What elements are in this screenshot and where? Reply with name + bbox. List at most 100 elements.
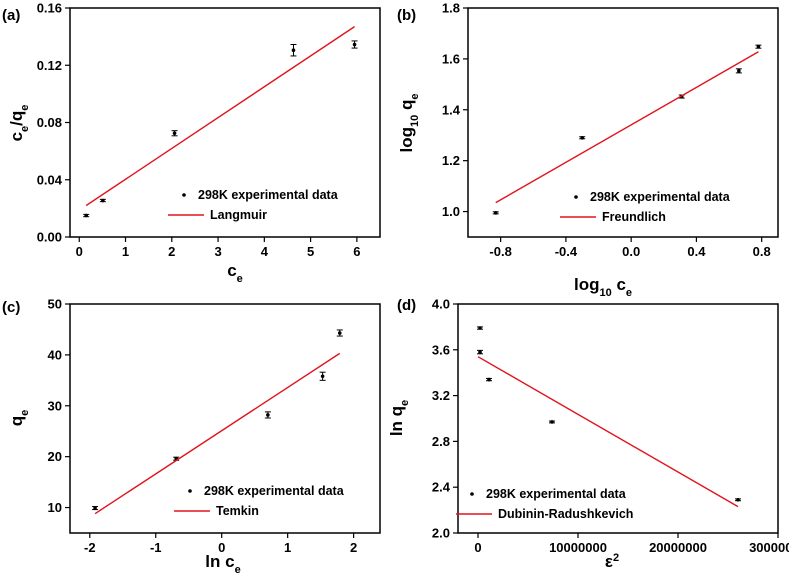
- x-tick-label: -0.8: [489, 244, 511, 259]
- y-tick-label: 4.0: [432, 297, 450, 312]
- x-tick-label: 1: [122, 244, 129, 259]
- data-point: [478, 326, 482, 330]
- panel-label: (a): [2, 7, 20, 24]
- legend-label: 298K experimental data: [204, 484, 345, 498]
- y-axis-label: ln qe: [387, 400, 411, 436]
- y-axis-label-part: log: [397, 127, 416, 153]
- data-point: [493, 211, 498, 215]
- legend-label: Dubinin-Radushkevich: [498, 507, 633, 521]
- y-tick-label: 0.08: [37, 115, 62, 130]
- data-point: [736, 497, 740, 502]
- y-axis-label-part: e: [19, 126, 31, 132]
- panel-label: (d): [397, 297, 416, 314]
- y-tick-label: 40: [48, 347, 62, 362]
- y-tick-label: 0.16: [37, 1, 62, 16]
- legend-label: Temkin: [216, 504, 259, 518]
- legend-label: 298K experimental data: [198, 188, 339, 202]
- x-axis-label-part: ε: [605, 552, 613, 571]
- y-tick-label: 50: [48, 297, 62, 312]
- x-axis-label-part: ln c: [205, 552, 234, 571]
- y-tick-label: 3.2: [432, 388, 450, 403]
- x-axis-label: ce: [227, 261, 243, 285]
- data-point: [266, 413, 270, 417]
- panel-label: (c): [2, 299, 20, 316]
- data-point: [550, 420, 554, 424]
- x-tick-label: 0: [218, 540, 225, 555]
- y-tick-label: 2.4: [432, 480, 451, 495]
- x-axis-label-part: e: [237, 273, 243, 285]
- plot-frame: [467, 7, 779, 238]
- legend-label: 298K experimental data: [590, 190, 731, 204]
- y-tick-label: 1.2: [442, 153, 460, 168]
- x-tick-label: 10000000: [549, 540, 607, 555]
- y-axis-label-part: e: [19, 410, 31, 416]
- x-tick-label: 6: [353, 244, 360, 259]
- data-point: [478, 350, 482, 354]
- fit-line: [94, 352, 341, 515]
- x-tick-label: 0: [474, 540, 481, 555]
- y-tick-label: 2.8: [432, 434, 450, 449]
- legend-marker: [182, 193, 186, 197]
- data-point: [352, 42, 357, 47]
- data-point: [320, 374, 325, 379]
- x-tick-label: 1: [284, 540, 291, 555]
- fit-line: [85, 26, 355, 207]
- y-axis-label: ce/qe: [7, 105, 31, 142]
- y-tick-label: 3.6: [432, 342, 450, 357]
- x-tick-label: 20000000: [649, 540, 707, 555]
- y-tick-label: 1.4: [442, 102, 461, 117]
- legend-marker: [470, 492, 474, 496]
- x-tick-label: 0.8: [753, 244, 771, 259]
- panel-d-dubinin-radushkevich: 0 10000000 20000000 30000000 2.0 2.4 2.8 3.2 3.6…: [387, 297, 789, 572]
- y-axis-label-part: q: [7, 416, 26, 426]
- x-tick-label: 0.0: [622, 244, 640, 259]
- legend-label: 298K experimental data: [486, 487, 627, 501]
- x-tick-label: 0: [76, 244, 83, 259]
- x-tick-label: 0.4: [687, 244, 706, 259]
- y-axis-label-part: ln q: [387, 406, 406, 436]
- y-tick-label: 1.6: [442, 51, 460, 66]
- x-tick-label: -0.4: [555, 244, 578, 259]
- plot-frame: [69, 7, 381, 238]
- y-tick-label: 1.8: [442, 1, 460, 16]
- x-axis-label: ε2: [605, 552, 619, 571]
- data-point: [101, 198, 105, 203]
- legend-marker: [188, 489, 192, 493]
- legend-label: Langmuir: [210, 208, 267, 222]
- y-axis-label-part: e: [19, 105, 31, 111]
- x-tick-label: -2: [84, 540, 96, 555]
- y-tick-label: 10: [48, 500, 62, 515]
- panel-label: (b): [397, 7, 416, 24]
- x-axis-label: log10 ce: [574, 275, 632, 299]
- y-tick-label: 20: [48, 449, 62, 464]
- legend-label: Freundlich: [602, 210, 666, 224]
- x-axis-label-part: c: [227, 261, 236, 280]
- x-axis-label-part: c: [612, 275, 626, 294]
- y-axis-label-part: 10: [409, 115, 421, 127]
- panel-b-freundlich: -0.8 -0.4 0.0 0.4 0.8 1.0 1.2 1.4 1.6 1.8 (b) log10…: [397, 1, 779, 299]
- x-tick-label: 30000000: [749, 540, 789, 555]
- legend-marker: [574, 195, 578, 199]
- y-tick-label: 1.0: [442, 204, 460, 219]
- y-axis-label-part: /q: [7, 111, 26, 126]
- data-point: [84, 213, 88, 218]
- y-axis-label: log10 qe: [397, 94, 421, 153]
- fit-line: [495, 51, 759, 204]
- data-point: [737, 69, 741, 73]
- y-tick-label: 30: [48, 398, 62, 413]
- x-axis-label-part: e: [235, 564, 241, 574]
- x-tick-label: 2: [350, 540, 357, 555]
- plot-frame: [69, 303, 381, 534]
- data-point: [487, 377, 491, 382]
- data-point: [172, 131, 177, 136]
- x-axis-label-part: 2: [613, 552, 619, 564]
- y-tick-label: 0.12: [37, 58, 62, 73]
- y-axis-label: qe: [7, 410, 31, 427]
- x-tick-label: -1: [150, 540, 162, 555]
- x-tick-label: 5: [307, 244, 314, 259]
- y-tick-label: 0.04: [37, 172, 63, 187]
- x-tick-label: 3: [214, 244, 221, 259]
- y-tick-label: 2.0: [432, 526, 450, 541]
